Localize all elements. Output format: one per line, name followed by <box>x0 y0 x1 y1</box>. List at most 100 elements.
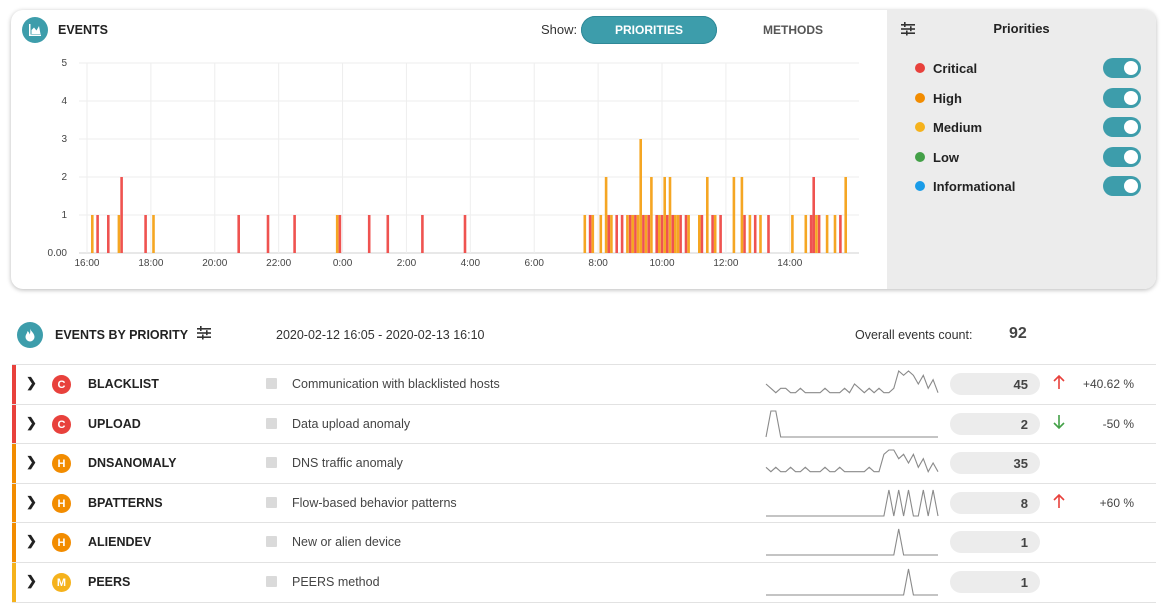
methods-toggle-button[interactable]: METHODS <box>763 23 823 37</box>
priority-color-bar <box>12 365 16 404</box>
method-chart-icon[interactable] <box>266 576 277 587</box>
expand-chevron-icon[interactable]: ❯ <box>26 494 37 509</box>
section-filter-icon[interactable] <box>196 325 212 346</box>
event-count-pill: 45 <box>950 373 1040 395</box>
sparkline <box>765 410 938 438</box>
bar-critical <box>642 215 645 253</box>
priority-row[interactable]: ❯ H DNSANOMALY DNS traffic anomaly 35 <box>12 443 1156 483</box>
sparkline-line <box>766 528 938 556</box>
events-card: 0.00 1 2 3 4 5 18:00 20:00 22:00 0:00 2:00 4:00 6:00… <box>11 10 1156 289</box>
priority-row[interactable]: ❯ H BPATTERNS Flow-based behavior patterns 8… <box>12 483 1156 523</box>
y-tick-label: 5 <box>61 58 67 69</box>
bar-critical <box>367 215 371 253</box>
priority-row[interactable]: ❯ H ALIENDEV New or alien device 1 <box>12 522 1156 562</box>
bar-medium <box>825 215 829 253</box>
expand-chevron-icon[interactable]: ❯ <box>26 533 37 548</box>
sparkline-line <box>765 410 938 438</box>
priorities-toggle-button[interactable]: PRIORITIES <box>581 16 717 44</box>
bar-critical <box>628 215 632 253</box>
priority-toggle-switch[interactable] <box>1103 176 1141 196</box>
priority-row[interactable]: ❯ C UPLOAD Data upload anomaly 2 -50 % <box>12 404 1156 444</box>
bar-critical <box>812 177 815 253</box>
y-tick-label: 4 <box>61 96 67 107</box>
bar-critical <box>615 215 618 253</box>
priority-toggle-switch[interactable] <box>1103 147 1141 167</box>
priority-toggle-switch[interactable] <box>1103 117 1141 137</box>
bar-medium <box>674 215 677 253</box>
bar-medium <box>583 215 587 253</box>
trend-up-icon <box>1053 493 1065 508</box>
bar-medium <box>644 215 648 253</box>
method-name: BPATTERNS <box>88 496 163 510</box>
event-count-pill: 1 <box>950 571 1040 593</box>
bar-medium <box>804 215 808 253</box>
method-name: ALIENDEV <box>88 535 152 549</box>
bar-medium <box>658 215 661 253</box>
expand-chevron-icon[interactable]: ❯ <box>26 454 37 469</box>
sparkline <box>766 568 938 596</box>
bar-medium <box>748 215 752 253</box>
sparkline <box>766 528 938 556</box>
bar-medium <box>591 215 595 253</box>
sparkline-line <box>765 370 939 394</box>
bar-critical <box>120 177 123 253</box>
method-chart-icon[interactable] <box>266 418 277 429</box>
priority-toggle-switch[interactable] <box>1103 58 1141 78</box>
bar-critical <box>96 215 99 253</box>
expand-chevron-icon[interactable]: ❯ <box>26 573 37 588</box>
bar-medium <box>740 177 744 253</box>
toggle-knob <box>1124 120 1138 134</box>
priority-filter-medium: Medium <box>915 116 1141 138</box>
priority-filter-high: High <box>915 87 1141 109</box>
bar-medium <box>335 215 339 253</box>
trend-up-icon <box>1053 374 1065 389</box>
priority-label: Critical <box>933 60 978 76</box>
bar-medium <box>117 215 121 253</box>
toggle-knob <box>1124 61 1138 75</box>
method-chart-icon[interactable] <box>266 536 277 547</box>
sparkline <box>765 449 939 473</box>
priority-color-bar <box>12 484 16 523</box>
bar-critical <box>266 215 270 253</box>
method-name: UPLOAD <box>88 417 141 431</box>
priority-badge: C <box>52 375 71 394</box>
method-name: PEERS <box>88 575 131 589</box>
expand-chevron-icon[interactable]: ❯ <box>26 415 37 430</box>
filter-settings-icon[interactable] <box>900 21 916 42</box>
priority-row[interactable]: ❯ C BLACKLIST Communication with blackliste… <box>12 364 1156 404</box>
priority-color-dot <box>915 181 925 191</box>
priority-badge: M <box>52 573 71 592</box>
bar-medium <box>631 215 634 253</box>
x-tick-label: 22:00 <box>266 258 291 269</box>
trend-down-icon <box>1053 415 1065 430</box>
x-tick-label: 0:00 <box>333 258 353 269</box>
method-chart-icon[interactable] <box>266 457 277 468</box>
bar-critical <box>237 215 240 253</box>
events-chart: 0.00 1 2 3 4 5 18:00 20:00 22:00 0:00 2:00 4:00 6:00… <box>48 58 859 269</box>
sparkline-line <box>766 489 939 517</box>
bar-critical <box>620 215 624 253</box>
priority-color-bar <box>12 405 16 444</box>
y-tick-label: 1 <box>61 210 67 221</box>
bar-medium <box>676 215 680 253</box>
toggle-knob <box>1124 179 1138 193</box>
method-description: PEERS method <box>292 575 380 589</box>
priority-row[interactable]: ❯ M PEERS PEERS method 1 <box>12 562 1156 603</box>
bar-medium <box>626 215 629 253</box>
method-chart-icon[interactable] <box>266 378 277 389</box>
priority-toggle-switch[interactable] <box>1103 88 1141 108</box>
method-chart-icon[interactable] <box>266 497 277 508</box>
bar-critical <box>719 215 722 253</box>
bar-critical <box>767 215 770 253</box>
priority-color-bar <box>12 444 16 483</box>
sparkline-line <box>766 568 938 596</box>
priority-filter-low: Low <box>915 146 1141 168</box>
toggle-knob <box>1124 150 1138 164</box>
date-range: 2020-02-12 16:05 - 2020-02-13 16:10 <box>276 328 485 342</box>
bar-critical <box>700 215 704 253</box>
events-title: EVENTS <box>58 23 109 37</box>
expand-chevron-icon[interactable]: ❯ <box>26 375 37 390</box>
method-description: Data upload anomaly <box>292 417 411 431</box>
bar-critical <box>107 215 110 253</box>
priority-badge: C <box>52 415 71 434</box>
